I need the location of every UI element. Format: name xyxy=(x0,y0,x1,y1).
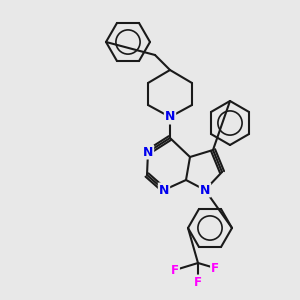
Text: N: N xyxy=(143,146,153,158)
Text: F: F xyxy=(194,275,202,289)
Text: N: N xyxy=(200,184,210,196)
Text: N: N xyxy=(165,110,175,124)
Text: F: F xyxy=(171,263,179,277)
Text: N: N xyxy=(159,184,169,196)
Text: F: F xyxy=(211,262,219,275)
